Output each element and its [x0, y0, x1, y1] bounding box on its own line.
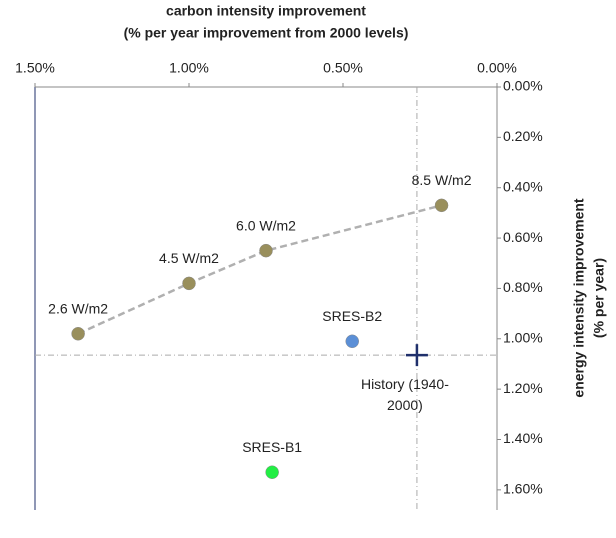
y-title: energy intensity improvement [571, 198, 587, 398]
y-title: (% per year) [591, 258, 607, 338]
x-tick-label: 1.50% [15, 60, 55, 76]
point [71, 327, 85, 341]
reference-label: History (1940- [361, 376, 449, 392]
x-tick-label: 0.00% [477, 60, 517, 76]
trend-line [77, 204, 442, 335]
x-title: (% per year improvement from 2000 levels… [124, 25, 409, 41]
point [434, 198, 449, 213]
reference-marker [405, 344, 428, 367]
y-tick-label: 1.60% [503, 481, 543, 497]
point [182, 276, 196, 291]
y-tick-label: 0.80% [503, 279, 543, 295]
point-label: SRES-B1 [242, 439, 302, 455]
y-tick-label: 1.40% [503, 430, 543, 446]
y-tick-label: 0.00% [503, 78, 543, 94]
y-tick-label: 0.20% [503, 128, 543, 144]
x-title: carbon intensity improvement [166, 3, 366, 19]
y-tick-label: 1.20% [503, 380, 543, 396]
point-label: 4.5 W/m2 [159, 250, 219, 266]
y-tick-label: 0.40% [503, 178, 543, 194]
y-tick-label: 1.00% [503, 329, 543, 345]
x-tick-label: 1.00% [169, 60, 209, 76]
point [345, 334, 359, 349]
point [265, 465, 279, 479]
y-tick-label: 0.60% [503, 229, 543, 245]
point-label: 2.6 W/m2 [48, 300, 108, 316]
point-label: SRES-B2 [322, 308, 382, 324]
point-label: 6.0 W/m2 [236, 217, 296, 233]
reference-label: 2000) [387, 397, 423, 413]
x-tick-label: 0.50% [323, 60, 363, 76]
point [259, 243, 273, 258]
point-label: 8.5 W/m2 [412, 172, 472, 188]
